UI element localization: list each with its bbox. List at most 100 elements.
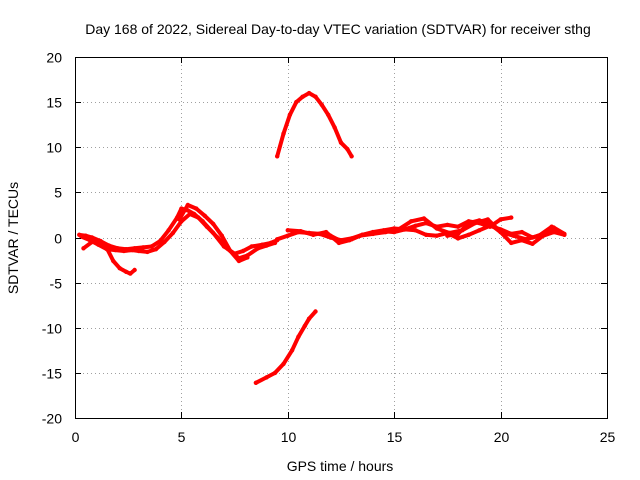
y-tick-label: -5 <box>50 276 63 292</box>
data-point <box>179 206 184 211</box>
data-point <box>349 154 354 159</box>
data-point <box>104 246 110 251</box>
data-point <box>264 243 269 248</box>
data-point <box>306 90 312 96</box>
data-point <box>302 323 307 329</box>
data-point <box>149 244 154 249</box>
data-point <box>477 218 482 223</box>
data-point <box>421 216 427 221</box>
data-point <box>466 232 471 237</box>
data-point <box>409 219 414 224</box>
data-point <box>345 146 350 152</box>
y-tick-label: 15 <box>46 95 62 111</box>
x-tick-label: 10 <box>281 429 297 445</box>
data-point <box>128 271 133 276</box>
data-point <box>177 217 182 222</box>
data-point <box>498 229 503 235</box>
data-point <box>296 334 301 339</box>
data-point <box>79 234 84 239</box>
data-point <box>445 222 450 228</box>
y-tick-label: -10 <box>42 321 62 337</box>
data-point <box>236 258 242 264</box>
data-point <box>323 229 329 235</box>
data-point <box>249 244 254 249</box>
data-point <box>313 94 318 99</box>
series-satellite-track-9 <box>275 91 354 159</box>
data-point <box>240 248 246 254</box>
data-point <box>487 221 493 227</box>
data-point <box>215 235 220 240</box>
data-point <box>551 225 556 230</box>
data-point <box>245 255 250 260</box>
data-point <box>294 99 299 105</box>
y-tick-label: 5 <box>54 185 62 201</box>
data-point <box>130 247 135 253</box>
data-point <box>434 233 439 238</box>
x-tick-label: 25 <box>600 429 616 445</box>
data-point <box>370 230 376 236</box>
data-point <box>285 228 290 233</box>
data-point <box>111 258 116 264</box>
axis-ticks: 0 5 10 15 20 25 -20 -15 -10 -5 0 5 10 15 20 <box>42 50 616 446</box>
data-point <box>349 236 354 241</box>
data-point <box>255 246 261 251</box>
data-point <box>272 240 278 246</box>
chart-title: Day 168 of 2022, Sidereal Day-to-day VTE… <box>85 21 591 37</box>
data-point <box>219 233 224 238</box>
data-point <box>264 375 269 380</box>
data-point <box>338 238 344 243</box>
data-point <box>332 125 337 130</box>
data-point <box>204 224 210 229</box>
data-point <box>455 236 461 241</box>
y-tick-label: -20 <box>42 411 62 427</box>
data-point <box>466 220 471 226</box>
data-point <box>132 267 137 273</box>
y-tick-label: 10 <box>46 140 62 156</box>
data-point <box>211 221 216 227</box>
data-point <box>170 230 176 236</box>
data-point <box>551 229 556 235</box>
data-point <box>81 246 86 251</box>
data-point <box>392 229 397 235</box>
data-point <box>477 228 482 233</box>
data-point <box>485 217 490 222</box>
data-point <box>530 241 535 246</box>
data-point <box>319 102 324 108</box>
y-tick-label: 20 <box>46 50 62 66</box>
data-point <box>509 215 514 220</box>
data-point <box>498 217 503 222</box>
data-point <box>311 232 316 237</box>
data-point <box>166 228 171 233</box>
data-point <box>289 348 295 353</box>
data-point <box>253 380 259 385</box>
data-point <box>455 224 461 229</box>
data-point <box>275 237 280 242</box>
data-point <box>145 249 150 255</box>
data-point <box>509 240 514 246</box>
data-point <box>423 232 429 237</box>
data-point <box>381 229 386 234</box>
x-tick-label: 0 <box>72 429 80 445</box>
data-point <box>89 239 95 245</box>
data-point <box>96 242 101 247</box>
data-point <box>275 154 280 159</box>
data-point <box>298 229 303 234</box>
data-point <box>434 226 439 231</box>
data-point <box>185 202 190 208</box>
data-point <box>281 131 286 136</box>
data-point <box>113 247 118 253</box>
data-point <box>123 269 129 274</box>
data-point <box>455 231 461 237</box>
data-point <box>281 361 286 367</box>
data-point <box>121 248 127 254</box>
data-point <box>162 239 167 245</box>
data-point <box>328 235 333 240</box>
data-point <box>360 232 365 237</box>
y-tick-label: -15 <box>42 366 62 382</box>
data-point <box>413 223 418 228</box>
x-tick-label: 20 <box>494 429 510 445</box>
data-point <box>194 206 199 211</box>
data-point <box>541 233 546 238</box>
data-point <box>153 247 159 252</box>
